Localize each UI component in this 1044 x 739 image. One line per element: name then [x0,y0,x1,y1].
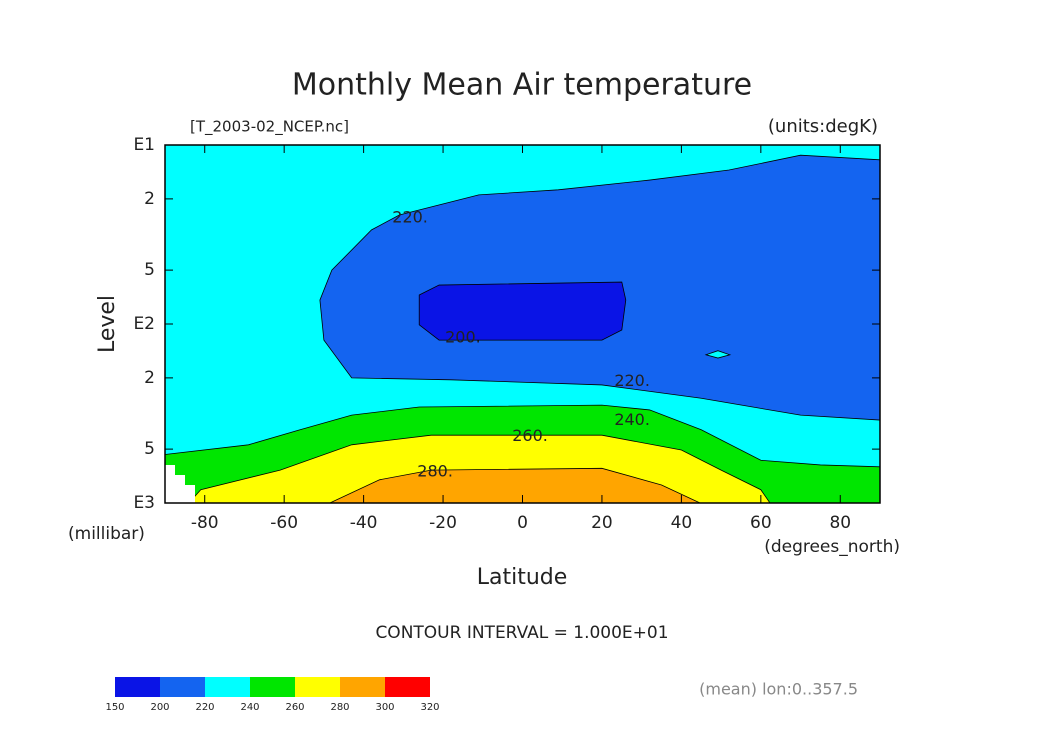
x-tick-label: 20 [591,513,613,533]
colorbar-box [250,677,295,697]
colorbar-box [160,677,205,697]
colorbar-box [295,677,340,697]
y-tick-label: 2 [144,189,155,209]
contour-label: 220. [614,371,650,390]
y-tick-label: 5 [144,439,155,459]
contour-label: 220. [392,208,428,227]
footnote: (mean) lon:0..357.5 [699,680,858,699]
contour-region [418,281,627,341]
y-tick-label: E2 [133,314,155,334]
contour-region [704,350,732,359]
colorbar-box [205,677,250,697]
x-tick-label: -20 [429,513,457,533]
y-units: (millibar) [68,524,145,544]
colorbar-box [385,677,430,697]
colorbar-label: 260 [285,702,304,713]
x-tick-label: -60 [270,513,298,533]
regions [165,145,880,503]
colorbar-label: 320 [420,702,439,713]
x-tick-label: 80 [829,513,851,533]
chart-title: Monthly Mean Air temperature [292,68,752,103]
colorbar-label: 220 [195,702,214,713]
contour-label: 240. [614,410,650,429]
colorbar-label: 280 [330,702,349,713]
contour-region [329,467,701,503]
y-tick-label: E1 [133,135,155,155]
contour-interval: CONTOUR INTERVAL = 1.000E+01 [375,623,668,643]
colorbar-box [340,677,385,697]
contour-label: 200. [445,328,481,347]
y-tick-label: 5 [144,260,155,280]
plot-area [165,145,880,503]
x-tick-label: 60 [750,513,772,533]
missing-data [165,465,195,503]
contour-label: 260. [512,426,548,445]
colorbar-label: 300 [375,702,394,713]
x-tick-label: -80 [191,513,219,533]
contour-label: 280. [417,461,453,480]
file-label: [T_2003-02_NCEP.nc] [190,118,349,137]
y-axis-label: Level [95,295,120,353]
x-tick-label: 40 [671,513,693,533]
colorbar-label: 150 [105,702,124,713]
y-tick-label: E3 [133,493,155,513]
x-units: (degrees_north) [764,537,900,557]
x-axis-label: Latitude [477,565,568,590]
units-label: (units:degK) [768,116,878,137]
overlay: 220. 200. 220. 240. 260. 280. -80 -60 -40 -20 0 20 4… [105,135,881,713]
colorbar-label: 240 [240,702,259,713]
colorbar-box [115,677,160,697]
x-tick-label: 0 [517,513,528,533]
y-tick-label: 2 [144,368,155,388]
colorbar-label: 200 [150,702,169,713]
x-tick-label: -40 [350,513,378,533]
